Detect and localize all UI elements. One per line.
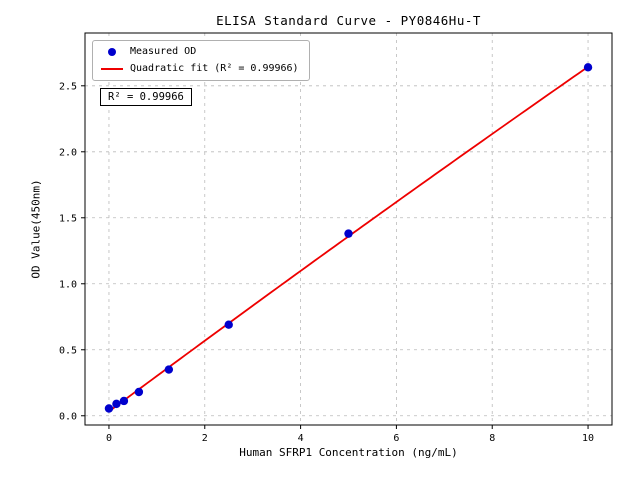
x-tick-label: 10 [582, 433, 594, 444]
measured-od-marker-icon [108, 48, 116, 56]
y-tick-label: 2.5 [59, 81, 77, 92]
data-point [104, 404, 114, 413]
y-axis-label: OD Value(450nm) [29, 179, 43, 279]
data-point [119, 396, 129, 406]
data-point [164, 365, 174, 374]
x-tick-label: 4 [298, 433, 304, 444]
legend: Measured OD Quadratic fit (R² = 0.99966) [92, 40, 310, 81]
x-axis-label: Human SFRP1 Concentration (ng/mL) [239, 446, 458, 459]
legend-item-measured-od: Measured OD [101, 46, 299, 58]
x-tick-label: 2 [202, 433, 208, 444]
r-squared-annotation: R² = 0.99966 [100, 88, 192, 106]
y-tick-label: 2.0 [59, 147, 77, 158]
y-tick-label: 1.5 [59, 213, 77, 224]
legend-item-quadratic-fit-r-0-99966: Quadratic fit (R² = 0.99966) [101, 63, 299, 75]
x-tick-label: 0 [106, 433, 112, 444]
data-point [583, 63, 593, 72]
y-tick-label: 0.5 [59, 345, 77, 356]
legend-dot-icon [101, 48, 123, 56]
quadratic-fit-line [108, 66, 589, 413]
x-tick-label: 6 [393, 433, 399, 444]
legend-label: Measured OD [130, 46, 197, 57]
x-tick-label: 8 [489, 433, 495, 444]
legend-label: Quadratic fit (R² = 0.99966) [130, 63, 299, 74]
data-point [224, 320, 233, 329]
y-tick-label: 0.0 [59, 411, 77, 422]
plot-border [84, 32, 613, 426]
y-tick-label: 1.0 [59, 279, 77, 290]
data-point [134, 387, 144, 397]
data-point [112, 399, 121, 409]
fit-line-marker-icon [101, 68, 123, 70]
data-point [344, 229, 353, 238]
legend-line-icon [101, 68, 123, 70]
chart-title: ELISA Standard Curve - PY0846Hu-T [216, 13, 481, 28]
